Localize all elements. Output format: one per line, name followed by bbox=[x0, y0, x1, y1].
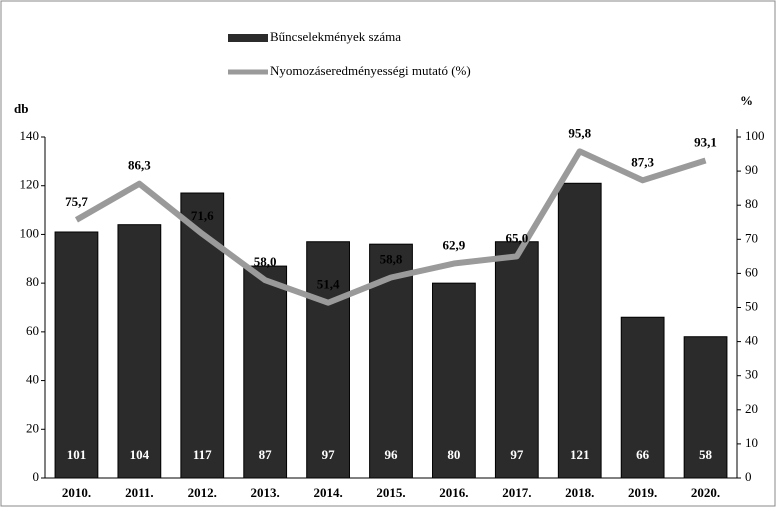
y2-tick-label: 0 bbox=[745, 469, 752, 484]
bar bbox=[557, 182, 602, 479]
line bbox=[74, 148, 707, 306]
line-value-label: 93,1 bbox=[694, 135, 717, 150]
line-value-label: 58,8 bbox=[380, 251, 403, 266]
y2-tick-label: 10 bbox=[745, 435, 758, 450]
bar-value-label: 87 bbox=[259, 447, 273, 462]
y2-tick-label: 80 bbox=[745, 196, 758, 211]
y2-tick-label: 100 bbox=[745, 128, 765, 143]
x-tick-label: 2010. bbox=[62, 485, 91, 500]
bar-value-label: 101 bbox=[67, 447, 87, 462]
bar-value-label: 97 bbox=[510, 447, 524, 462]
y-tick-label: 40 bbox=[26, 372, 39, 387]
y2-tick-label: 20 bbox=[745, 401, 758, 416]
bar bbox=[306, 241, 350, 479]
x-tick-label: 2020. bbox=[691, 485, 720, 500]
x-tick-label: 2016. bbox=[439, 485, 468, 500]
y2-tick-label: 30 bbox=[745, 367, 758, 382]
bar bbox=[432, 282, 476, 479]
bar bbox=[180, 192, 225, 479]
bar-value-label: 117 bbox=[193, 447, 212, 462]
line-value-label: 95,8 bbox=[568, 125, 591, 140]
line-value-label: 71,6 bbox=[191, 208, 214, 223]
line-value-label: 86,3 bbox=[128, 158, 151, 173]
y-tick-label: 140 bbox=[20, 128, 40, 143]
bar bbox=[683, 336, 728, 479]
legend-swatch bbox=[228, 34, 268, 42]
y-axis-label: db bbox=[14, 101, 28, 116]
y2-axis-label: % bbox=[740, 93, 753, 108]
x-tick-label: 2013. bbox=[251, 485, 280, 500]
y-tick-label: 20 bbox=[26, 420, 39, 435]
line-value-label: 75,7 bbox=[65, 194, 88, 209]
x-tick-label: 2019. bbox=[628, 485, 657, 500]
bar-value-label: 97 bbox=[322, 447, 336, 462]
y2-tick-label: 50 bbox=[745, 298, 758, 313]
legend-label: Bűncselekmények száma bbox=[270, 29, 401, 44]
line-value-label: 58,0 bbox=[254, 254, 277, 269]
bar-value-label: 58 bbox=[699, 447, 713, 462]
x-tick-label: 2018. bbox=[565, 485, 594, 500]
y2-tick-label: 40 bbox=[745, 333, 758, 348]
y2-tick-label: 90 bbox=[745, 162, 758, 177]
line-value-label: 65,0 bbox=[505, 230, 528, 245]
x-tick-label: 2014. bbox=[313, 485, 342, 500]
bar-value-label: 96 bbox=[385, 447, 399, 462]
bar bbox=[620, 316, 665, 479]
bar-value-label: 66 bbox=[636, 447, 650, 462]
x-tick-label: 2017. bbox=[502, 485, 531, 500]
line-value-label: 62,9 bbox=[443, 237, 466, 252]
y-tick-label: 80 bbox=[26, 274, 39, 289]
y2-tick-label: 70 bbox=[745, 230, 758, 245]
bar-value-label: 121 bbox=[570, 447, 590, 462]
bar-value-label: 104 bbox=[130, 447, 150, 462]
bar bbox=[243, 265, 288, 479]
line-value-label: 51,4 bbox=[317, 277, 340, 292]
bar bbox=[117, 224, 162, 479]
x-tick-label: 2015. bbox=[376, 485, 405, 500]
bar bbox=[54, 231, 99, 479]
y-tick-label: 100 bbox=[20, 225, 40, 240]
y2-tick-label: 60 bbox=[745, 264, 758, 279]
y-tick-label: 0 bbox=[33, 469, 40, 484]
line-value-label: 87,3 bbox=[631, 154, 654, 169]
legend-label: Nyomozáseredményességi mutató (%) bbox=[270, 63, 471, 78]
x-tick-label: 2012. bbox=[188, 485, 217, 500]
y-tick-label: 120 bbox=[20, 177, 40, 192]
x-tick-label: 2011. bbox=[125, 485, 154, 500]
y-tick-label: 60 bbox=[26, 323, 39, 338]
bar bbox=[494, 241, 539, 479]
bar-value-label: 80 bbox=[447, 447, 460, 462]
